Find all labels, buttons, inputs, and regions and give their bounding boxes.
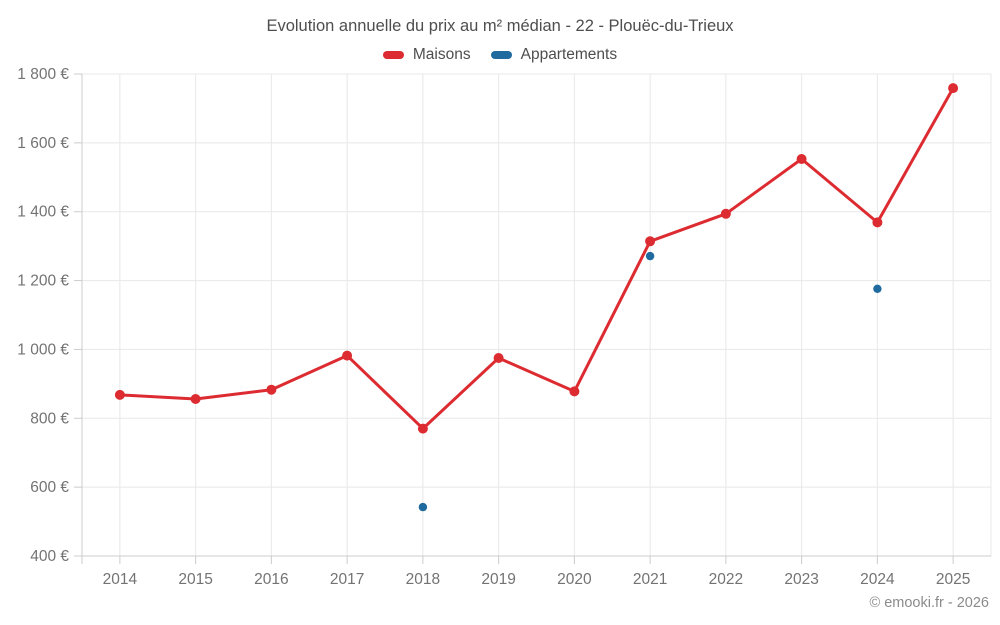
- y-axis-tick-label: 400 €: [30, 548, 69, 565]
- maisons-point-2024[interactable]: [872, 217, 883, 228]
- x-axis-tick-label: 2023: [784, 571, 818, 588]
- maisons-point-2021[interactable]: [645, 236, 656, 247]
- x-axis-tick-label: 2021: [633, 571, 667, 588]
- x-axis-tick-label: 2019: [481, 571, 515, 588]
- axes: [74, 73, 991, 564]
- copyright-text: © emooki.fr - 2026: [869, 595, 989, 611]
- axis-labels: 400 € 600 € 800 € 1 000 € 1 200 € 1 400 € 1 60…: [17, 66, 970, 588]
- appartements-series-marker-icon: [490, 51, 512, 59]
- x-axis-tick-label: 2022: [709, 571, 743, 588]
- x-axis-tick-label: 2014: [103, 571, 138, 588]
- maisons-point-2019[interactable]: [493, 353, 504, 363]
- maisons-point-2025[interactable]: [948, 83, 959, 94]
- legend-label-appartements: Appartements: [520, 46, 618, 63]
- maisons-point-2018[interactable]: [417, 423, 428, 434]
- y-axis-tick-label: 1 400 €: [17, 204, 69, 221]
- x-axis-tick-label: 2025: [936, 571, 970, 588]
- appartements-point-2018[interactable]: [418, 502, 428, 512]
- x-axis-tick-label: 2018: [406, 571, 440, 588]
- x-axis-tick-label: 2020: [557, 571, 592, 588]
- maisons-point-2023[interactable]: [796, 154, 807, 164]
- maisons-point-2014[interactable]: [114, 389, 125, 400]
- y-axis-tick-label: 600 €: [30, 479, 69, 496]
- maisons-line: [118, 86, 955, 431]
- y-axis-tick-label: 1 200 €: [17, 273, 69, 290]
- x-axis-tick-label: 2015: [178, 571, 212, 588]
- x-axis-tick-label: 2024: [860, 571, 895, 588]
- maisons-point-2020[interactable]: [569, 386, 580, 397]
- x-axis-tick-label: 2016: [254, 571, 288, 588]
- y-axis-tick-label: 800 €: [30, 410, 69, 427]
- maisons-point-2022[interactable]: [720, 208, 731, 219]
- y-axis-tick-label: 1 600 €: [17, 135, 69, 152]
- appartements-point-2021[interactable]: [645, 251, 655, 261]
- legend-item-appartements[interactable]: Appartements: [490, 46, 618, 64]
- y-axis-tick-label: 1 000 €: [17, 341, 69, 358]
- chart-legend: Maisons Appartements: [0, 46, 1000, 64]
- legend-label-maisons: Maisons: [412, 46, 471, 63]
- x-axis-tick-label: 2017: [330, 571, 364, 588]
- series-appartements: [418, 251, 882, 512]
- maisons-point-2015[interactable]: [190, 394, 201, 404]
- chart-title: Evolution annuelle du prix au m² médian …: [266, 17, 734, 35]
- gridlines: [82, 73, 992, 556]
- maisons-point-2017[interactable]: [342, 350, 353, 361]
- series-maisons: [114, 83, 959, 434]
- maisons-series-marker-icon: [382, 51, 404, 59]
- appartements-point-2024[interactable]: [873, 284, 882, 293]
- maisons-point-2016[interactable]: [266, 384, 277, 395]
- y-axis-tick-label: 1 800 €: [17, 66, 69, 83]
- legend-item-maisons[interactable]: Maisons: [382, 46, 471, 64]
